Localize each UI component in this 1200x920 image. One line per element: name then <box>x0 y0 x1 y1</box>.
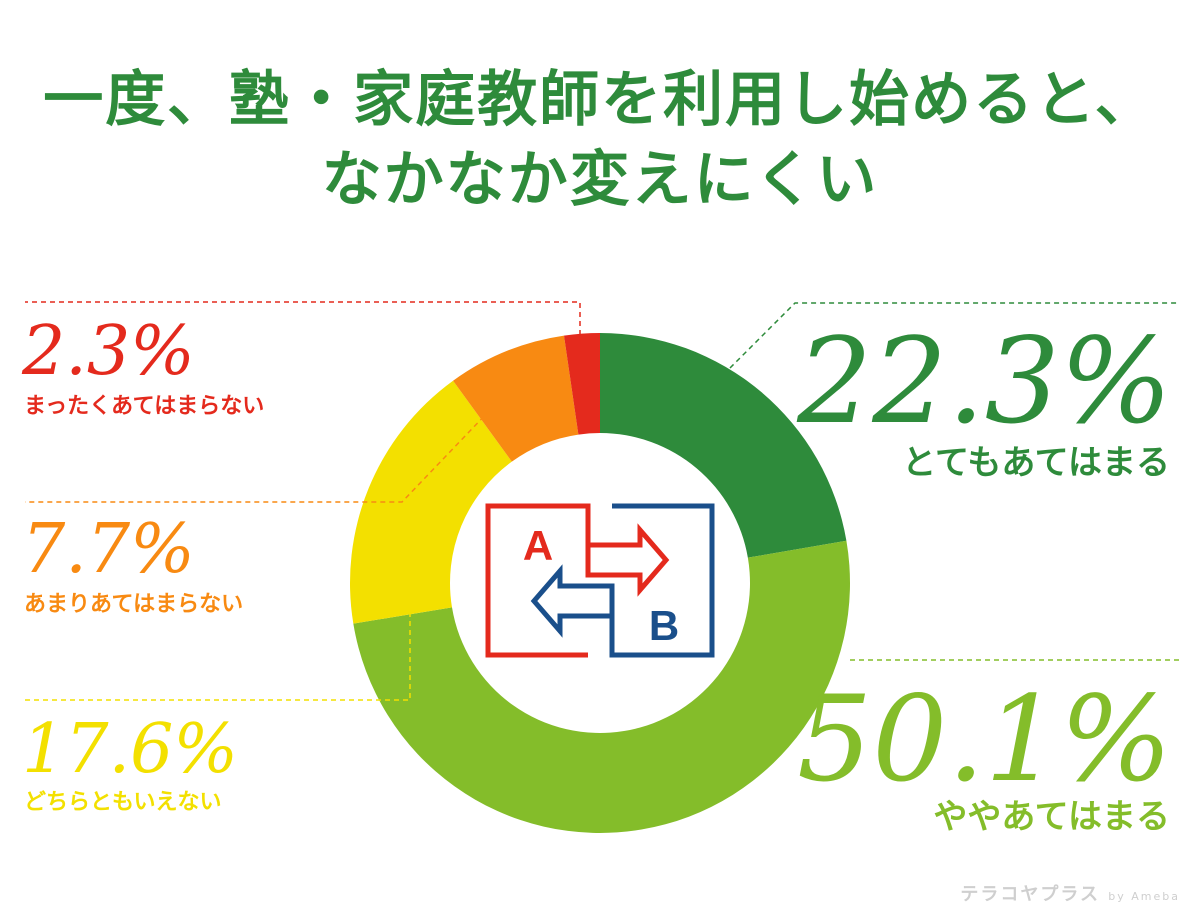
data-label-value-2: 17.6% <box>22 710 239 789</box>
legend-label-4: まったくあてはまらない <box>24 394 265 419</box>
data-label-value-1: 50.1% <box>797 670 1172 808</box>
icon-label-b: B <box>649 602 679 649</box>
donut-slices <box>350 333 851 834</box>
legend-label-0: とてもあてはまる <box>902 443 1170 483</box>
donut-slice-0 <box>600 333 847 558</box>
switch-ab-icon: A B <box>485 503 715 658</box>
legend-label-2: どちらともいえない <box>24 790 222 815</box>
page-title-line-1: 一度、塾・家庭教師を利用し始めると、 <box>43 65 1157 135</box>
donut-slice-4 <box>563 333 600 435</box>
icon-label-a: A <box>523 522 553 569</box>
leader-line-0 <box>729 302 1180 369</box>
watermark-suffix: by Ameba <box>1108 890 1180 903</box>
leader-line-3 <box>25 409 491 503</box>
page-title-line-2: なかなか変えにくい <box>321 145 879 215</box>
data-label-value-0: 22.3% <box>797 312 1172 450</box>
brand-watermark: テラコヤプラス by Ameba <box>960 880 1180 906</box>
legend-label-1: ややあてはまる <box>933 797 1170 837</box>
donut-slice-2 <box>350 380 512 624</box>
legend-label-3: あまりあてはまらない <box>24 592 244 617</box>
data-label-value-4: 2.3% <box>22 312 195 391</box>
watermark-brand: テラコヤプラス <box>960 884 1100 905</box>
donut-slice-1 <box>353 540 851 834</box>
leader-line-2 <box>25 612 411 701</box>
leader-line-4 <box>25 301 581 335</box>
leader-lines <box>25 301 1180 701</box>
donut-slice-3 <box>453 335 579 462</box>
data-label-value-3: 7.7% <box>22 510 195 589</box>
